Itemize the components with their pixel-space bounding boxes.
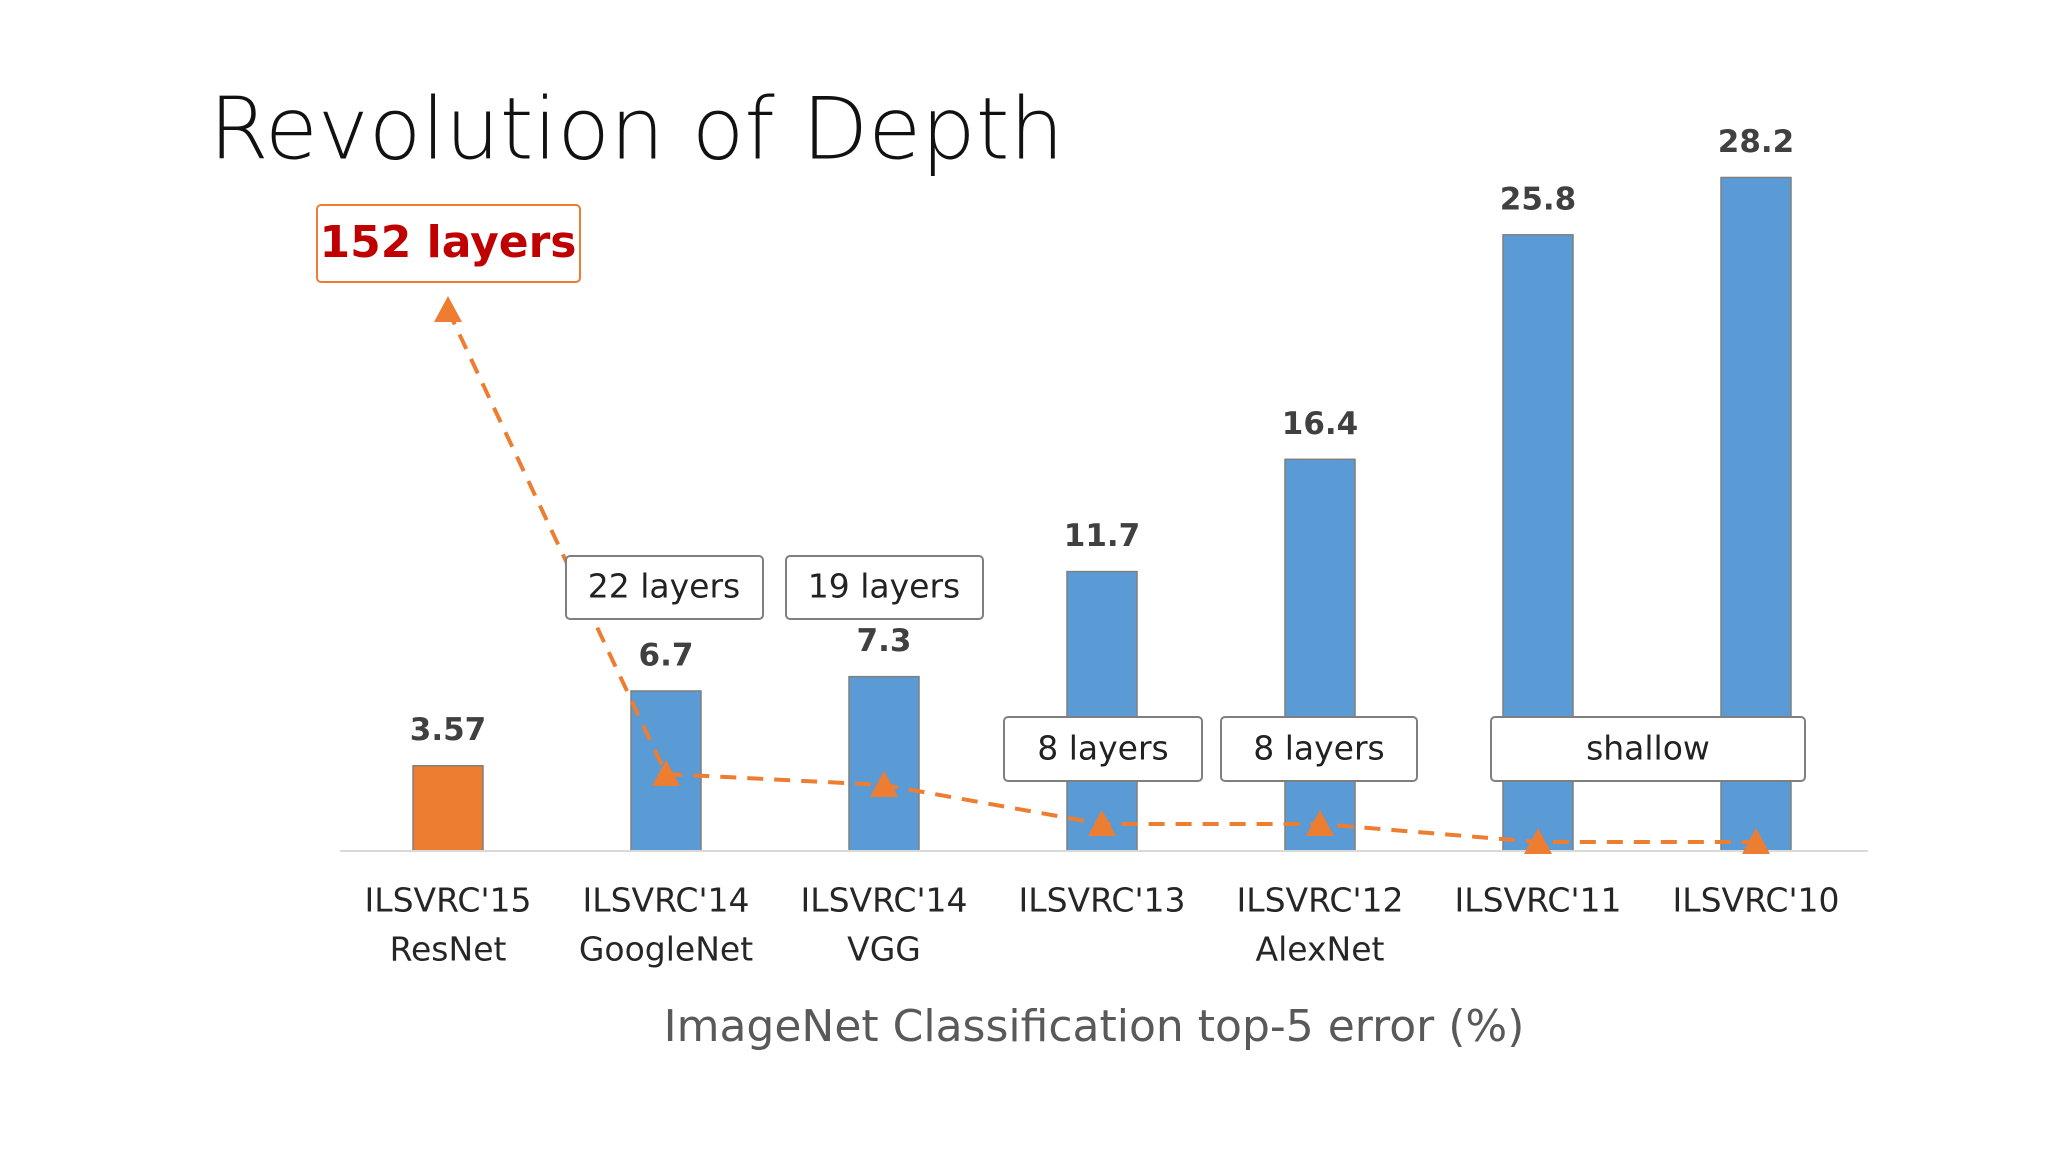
annotation-box [316, 204, 581, 283]
x-tick-label: VGG [847, 930, 921, 969]
marker [1088, 810, 1116, 836]
value-label: 25.8 [1500, 181, 1577, 217]
annotation-box [785, 555, 984, 620]
marker [652, 760, 680, 786]
x-tick-label: ResNet [390, 930, 507, 969]
bar [1066, 570, 1138, 852]
value-label: 11.7 [1064, 518, 1141, 554]
x-tick-label: ILSVRC'13 [1018, 881, 1185, 920]
bar [848, 675, 920, 852]
value-label: 28.2 [1718, 124, 1795, 160]
x-tick-label: ILSVRC'12 [1236, 881, 1403, 920]
value-label: 7.3 [857, 623, 912, 659]
marker [870, 771, 898, 797]
marker [1524, 828, 1552, 854]
value-label: 6.7 [639, 637, 694, 673]
x-tick-label: ILSVRC'11 [1454, 881, 1621, 920]
annotation: shallow [1586, 729, 1710, 768]
x-axis-title: ImageNet Classification top-5 error (%) [664, 1001, 1525, 1052]
annotation-box [1220, 716, 1418, 782]
value-label: 16.4 [1282, 406, 1359, 442]
x-tick-label: ILSVRC'10 [1672, 881, 1839, 920]
bar [412, 764, 484, 852]
x-tick-label: ILSVRC'14 [800, 881, 967, 920]
bar [1284, 458, 1356, 852]
bars [412, 176, 1792, 852]
x-tick-label: AlexNet [1256, 930, 1385, 969]
annotation-box [1490, 716, 1806, 782]
annotation: 8 layers [1037, 729, 1168, 768]
value-label: 3.57 [410, 712, 487, 748]
annotation: 152 layers [320, 217, 577, 268]
marker [1306, 810, 1334, 836]
annotation: 8 layers [1253, 729, 1384, 768]
x-tick-label: GoogleNet [579, 930, 753, 969]
annotation: 19 layers [808, 567, 960, 606]
x-tick-label: ILSVRC'15 [364, 881, 531, 920]
depth-markers [434, 296, 1770, 854]
annotation: 22 layers [588, 567, 740, 606]
marker [1742, 828, 1770, 854]
marker [434, 296, 462, 322]
annotation-box [1003, 716, 1203, 782]
chart-title: Revolution of Depth [209, 80, 1064, 180]
x-tick-label: ILSVRC'14 [582, 881, 749, 920]
annotation-box [565, 555, 764, 620]
